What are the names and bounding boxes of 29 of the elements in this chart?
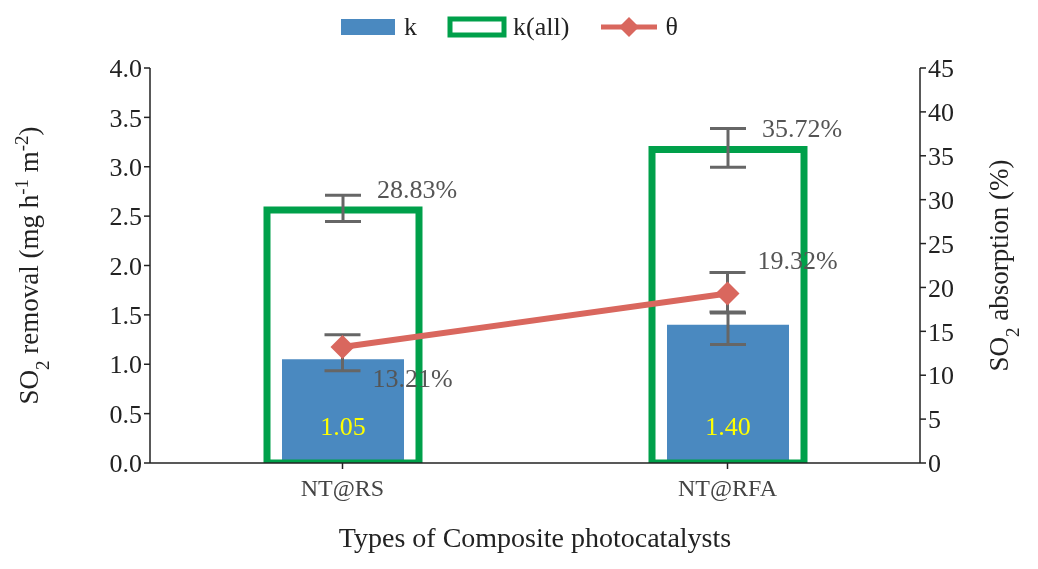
y-tick-label: 4.0 <box>109 54 142 84</box>
data-label: 1.40 <box>705 412 751 441</box>
y2-tick-label: 45 <box>928 54 954 84</box>
y-tick-label: 3.5 <box>109 103 142 133</box>
y-tick-label: 2.5 <box>109 202 142 232</box>
y2-tick-label: 40 <box>928 98 954 128</box>
data-label: 1.05 <box>320 412 366 441</box>
y2-tick-label: 0 <box>928 449 941 479</box>
y2-tick-label: 20 <box>928 273 954 303</box>
y-tick-label: 1.0 <box>109 350 142 380</box>
y-tick-label: 3.0 <box>109 152 142 182</box>
legend-label: k <box>404 12 418 42</box>
y2-tick-label: 10 <box>928 361 954 391</box>
y2-tick-label: 25 <box>928 229 954 259</box>
y-tick-label: 1.5 <box>109 301 142 331</box>
y-tick-label: 2.0 <box>109 251 142 281</box>
data-label: 35.72% <box>762 114 843 144</box>
y-tick-label: 0.0 <box>109 449 142 479</box>
y2-tick-label: 35 <box>928 142 954 172</box>
y2-tick-label: 15 <box>928 317 954 347</box>
y2-tick-label: 30 <box>928 185 954 215</box>
y2-tick-label: 5 <box>928 405 941 435</box>
data-label: 28.83% <box>377 174 458 204</box>
x-tick-label: NT@RFA <box>678 475 778 502</box>
x-axis-title: Types of Composite photocatalysts <box>338 522 732 553</box>
legend-label: k(all) <box>513 12 570 42</box>
legend-label: θ <box>665 12 678 42</box>
y-tick-label: 0.5 <box>109 399 142 429</box>
x-tick-label: NT@RS <box>300 475 385 502</box>
